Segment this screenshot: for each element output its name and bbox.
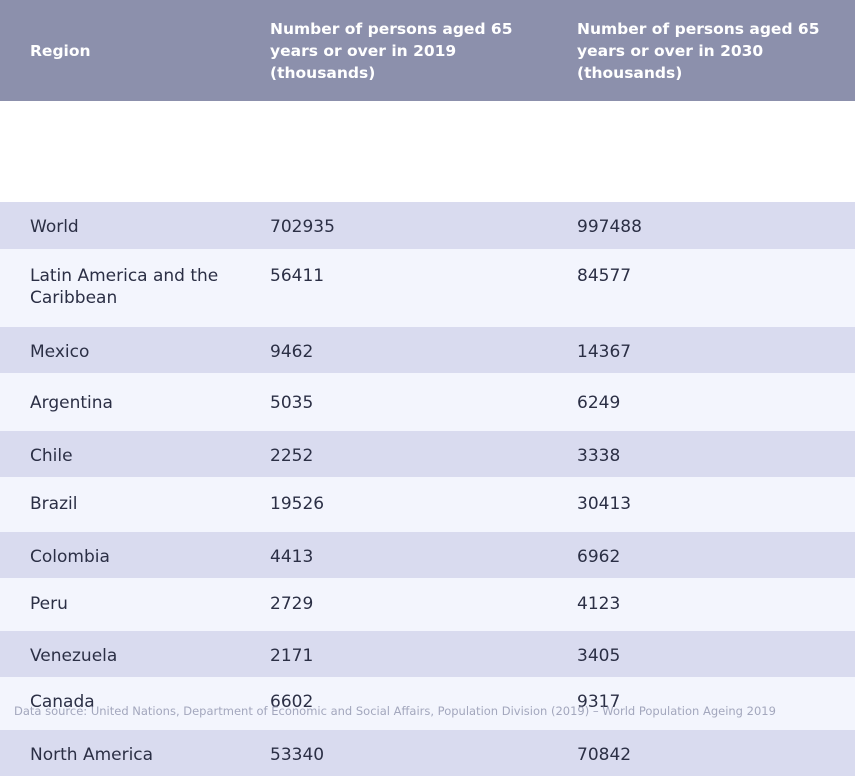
value-2030-cell: 30413: [577, 494, 632, 514]
value-2030-cell: 84577: [577, 266, 632, 286]
table-body: World 702935 997488 Latin America and the C…: [0, 202, 855, 776]
region-cell: Canada: [30, 692, 95, 712]
region-cell: Latin America and the Caribbean: [30, 266, 219, 308]
value-2019-cell: 2729: [270, 594, 314, 614]
value-2019-cell: 19526: [270, 494, 325, 514]
table-row: Venezuela 2171 3405: [0, 631, 855, 677]
value-2030-cell: 9317: [577, 692, 621, 712]
value-2030-cell: 3338: [577, 446, 621, 466]
value-2019-cell: 5035: [270, 393, 314, 413]
region-cell: Brazil: [30, 494, 78, 514]
column-header-region: Region: [30, 41, 91, 60]
value-2030-cell: 6962: [577, 547, 621, 567]
table-row: Canada 6602 9317: [0, 677, 855, 730]
table-row: Colombia 4413 6962: [0, 532, 855, 578]
value-2019-cell: 2171: [270, 646, 314, 666]
region-cell: World: [30, 217, 79, 237]
region-cell: Mexico: [30, 342, 90, 362]
table-row: Argentina 5035 6249: [0, 373, 855, 431]
table-row: Peru 2729 4123: [0, 578, 855, 631]
value-2019-cell: 6602: [270, 692, 314, 712]
value-2019-cell: 9462: [270, 342, 314, 362]
header-separator: [0, 101, 855, 202]
table-row: North America 53340 70842: [0, 730, 855, 776]
table-header: Region Number of persons aged 65 years o…: [0, 0, 855, 202]
region-cell: Peru: [30, 594, 68, 614]
region-cell: North America: [30, 745, 154, 765]
value-2019-cell: 53340: [270, 745, 325, 765]
value-2030-cell: 997488: [577, 217, 642, 237]
table-row: Brazil 19526 30413: [0, 477, 855, 532]
region-cell: Colombia: [30, 547, 110, 567]
region-cell: Argentina: [30, 393, 113, 413]
value-2030-cell: 3405: [577, 646, 621, 666]
column-header-2030: Number of persons aged 65 years or over …: [577, 19, 820, 82]
table-row: Latin America and the Caribbean 56411 8457…: [0, 249, 855, 327]
region-cell: Venezuela: [30, 646, 118, 666]
value-2019-cell: 4413: [270, 547, 314, 567]
value-2030-cell: 14367: [577, 342, 632, 362]
table-row: World 702935 997488: [0, 202, 855, 249]
table-row: Chile 2252 3338: [0, 431, 855, 477]
region-cell: Chile: [30, 446, 73, 466]
value-2019-cell: 702935: [270, 217, 335, 237]
value-2019-cell: 2252: [270, 446, 314, 466]
value-2019-cell: 56411: [270, 266, 325, 286]
value-2030-cell: 6249: [577, 393, 621, 413]
table-row: Mexico 9462 14367: [0, 327, 855, 373]
column-header-2019: Number of persons aged 65 years or over …: [270, 19, 513, 82]
data-source-note: Data source: United Nations, Department …: [14, 704, 776, 718]
header-row: Region Number of persons aged 65 years o…: [0, 0, 855, 101]
value-2030-cell: 4123: [577, 594, 621, 614]
value-2030-cell: 70842: [577, 745, 632, 765]
